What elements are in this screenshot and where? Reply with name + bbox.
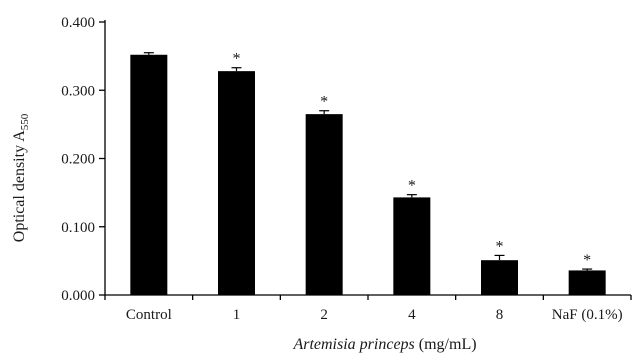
- y-axis-label: Optical density A550: [11, 113, 31, 242]
- y-axis-label-main: Optical density A: [11, 130, 28, 242]
- bar: [305, 114, 343, 295]
- bar: [130, 54, 168, 296]
- significance-marker: *: [496, 238, 504, 255]
- x-tick-label: 4: [408, 307, 416, 323]
- significance-marker: *: [320, 94, 328, 111]
- y-tick-label: 0.100: [61, 220, 95, 236]
- x-tick-label: NaF (0.1%): [552, 307, 623, 323]
- significance-marker: *: [233, 51, 241, 68]
- x-axis-label: Artemisia princeps (mg/mL): [292, 336, 476, 353]
- bar: [568, 270, 606, 295]
- plot-area: 0.000 0.100 0.200 0.300 0.400 Control * 1 * 2 * 4 * 8…: [61, 15, 632, 323]
- bar: [393, 197, 431, 295]
- bar: [481, 260, 518, 295]
- x-axis-label-italic: Artemisia princeps: [292, 336, 414, 353]
- y-tick-label: 0.300: [61, 83, 95, 99]
- x-tick-label: 1: [233, 307, 241, 323]
- significance-marker: *: [408, 178, 416, 195]
- y-tick-label: 0.200: [61, 152, 95, 168]
- y-tick-label: 0.400: [61, 15, 95, 31]
- bar: [218, 71, 255, 295]
- significance-marker: *: [583, 252, 591, 269]
- x-tick-label: 2: [320, 307, 328, 323]
- x-tick-label: Control: [126, 307, 172, 323]
- x-tick-label: 8: [496, 307, 504, 323]
- x-axis-label-unit: (mg/mL): [415, 336, 477, 353]
- y-tick-label: 0.000: [61, 288, 95, 304]
- y-axis-label-subscript: 550: [19, 113, 31, 130]
